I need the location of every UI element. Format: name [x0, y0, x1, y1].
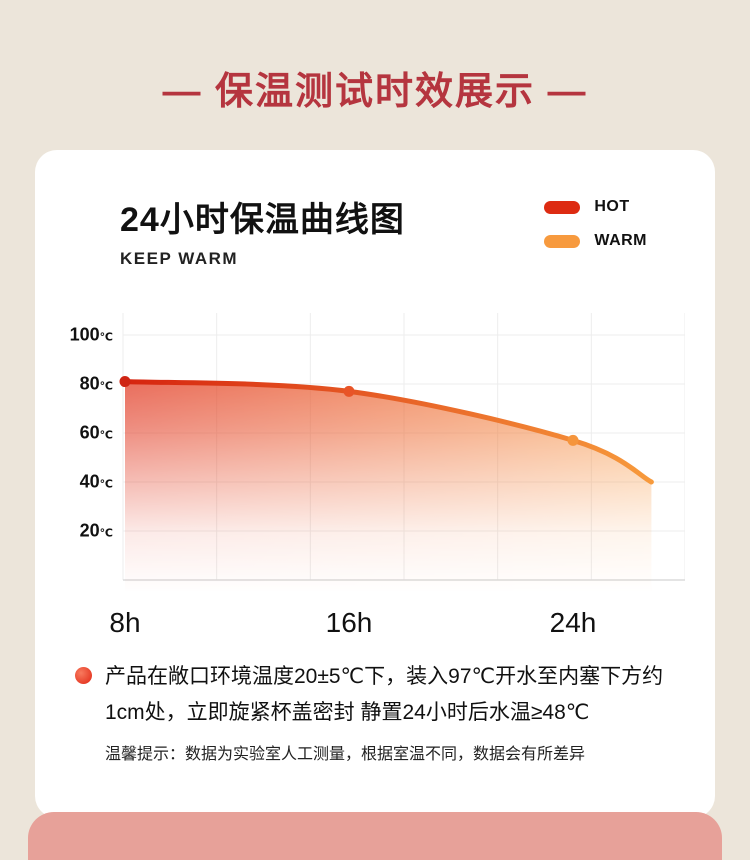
hot-color-pill-icon: [544, 200, 581, 214]
chart-plot-area: 100℃ 80℃ 60℃ 40℃ 20℃: [65, 293, 685, 593]
chart-header: 24小时保温曲线图 KEEP WARM HOT WARM: [65, 192, 685, 269]
y-tick-label: 20℃: [79, 520, 113, 541]
x-tick-label: 16h: [325, 607, 373, 638]
y-tick-label: 40℃: [79, 471, 113, 492]
temperature-curve-chart: [119, 313, 685, 591]
insulation-chart-card: 24小时保温曲线图 KEEP WARM HOT WARM: [35, 150, 715, 818]
x-axis-labels: 8h 16h 24h: [65, 593, 685, 653]
legend-item-hot: HOT: [544, 198, 647, 216]
temperature-series: [119, 376, 654, 591]
y-tick-label: 100℃: [69, 324, 113, 345]
next-section-preview: [28, 812, 722, 860]
chart-title: 24小时保温曲线图: [120, 201, 405, 239]
legend-label-warm: WARM: [594, 232, 647, 249]
y-tick-label: 60℃: [79, 422, 113, 443]
x-tick-label: 8h: [109, 607, 141, 638]
footer-description-row: 产品在敞口环境温度20±5℃下，装入97℃开水至内塞下方约1cm处，立即旋紧杯盖…: [75, 659, 671, 730]
y-tick-label: 80℃: [79, 373, 113, 394]
test-conditions-footer: 产品在敞口环境温度20±5℃下，装入97℃开水至内塞下方约1cm处，立即旋紧杯盖…: [65, 659, 685, 764]
disclaimer-note: 温馨提示：数据为实验室人工测量，根据室温不同，数据会有所差异: [105, 746, 586, 764]
x-tick-label: 24h: [549, 607, 597, 638]
chart-subtitle: KEEP WARM: [120, 249, 239, 268]
legend-label-hot: HOT: [594, 198, 630, 215]
warm-color-pill-icon: [544, 234, 581, 248]
test-conditions-text: 产品在敞口环境温度20±5℃下，装入97℃开水至内塞下方约1cm处，立即旋紧杯盖…: [105, 665, 664, 724]
red-bullet-icon: [75, 667, 92, 684]
legend-item-warm: WARM: [544, 232, 647, 250]
chart-title-block: 24小时保温曲线图 KEEP WARM: [120, 192, 405, 269]
page-title: — 保温测试时效展示 —: [162, 71, 588, 113]
chart-legend: HOT WARM: [544, 198, 647, 250]
